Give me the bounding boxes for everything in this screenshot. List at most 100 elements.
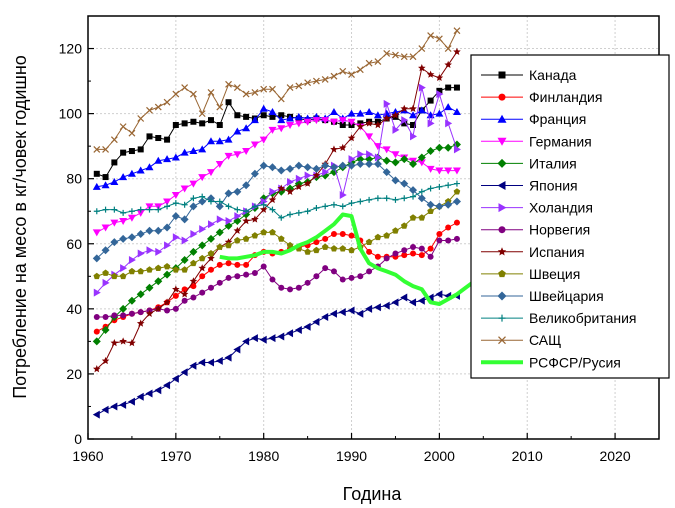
data-point (224, 135, 233, 143)
data-point (356, 309, 364, 318)
data-point (111, 312, 118, 319)
data-point (101, 405, 109, 414)
data-point (259, 335, 267, 344)
data-point (199, 273, 206, 280)
data-point (93, 145, 101, 153)
data-point (92, 254, 101, 263)
data-point (101, 181, 110, 189)
data-point (383, 255, 390, 262)
data-point (427, 97, 434, 104)
data-point (189, 90, 197, 98)
data-point (224, 152, 233, 160)
data-point (304, 279, 311, 286)
data-point (93, 313, 100, 320)
data-point (189, 202, 198, 211)
data-point (444, 200, 453, 209)
data-point (330, 268, 337, 275)
data-point (409, 104, 417, 112)
x-tick-label: 2020 (599, 448, 630, 464)
data-point (163, 381, 171, 390)
data-point (190, 294, 197, 301)
data-point (198, 254, 206, 262)
data-point (356, 160, 365, 169)
data-point (154, 264, 162, 272)
y-tick-label: 20 (66, 366, 82, 382)
data-point (207, 117, 214, 124)
data-point (348, 155, 356, 164)
series-1 (93, 219, 460, 335)
data-point (382, 168, 391, 177)
data-point (426, 70, 435, 78)
data-point (410, 132, 418, 141)
data-point (277, 125, 286, 133)
data-point (444, 167, 453, 175)
data-point (163, 155, 172, 163)
data-point (259, 136, 268, 144)
legend-label: Италия (529, 155, 577, 171)
legend-marker (497, 291, 507, 301)
data-point (207, 89, 215, 96)
legend-marker (497, 247, 507, 256)
data-point (410, 244, 417, 251)
data-point (260, 197, 268, 206)
data-point (277, 116, 286, 124)
data-point (190, 195, 197, 202)
data-point (251, 89, 259, 96)
data-point (391, 151, 400, 159)
legend-label: РСФСР/Русия (529, 354, 621, 370)
data-point (155, 247, 163, 256)
legend-item: Франция (481, 111, 586, 127)
data-point (137, 206, 144, 213)
data-point (278, 284, 285, 291)
data-point (347, 118, 356, 126)
data-point (154, 226, 163, 235)
y-tick-label: 40 (66, 301, 82, 317)
data-point (215, 228, 224, 237)
data-point (111, 272, 118, 280)
data-point (453, 47, 461, 56)
data-point (269, 276, 276, 283)
data-point (234, 261, 241, 268)
data-point (453, 84, 460, 91)
data-point (347, 161, 356, 170)
x-tick-label: 2000 (424, 448, 455, 464)
data-point (286, 187, 294, 195)
data-point (137, 146, 144, 153)
data-point (400, 293, 408, 302)
data-point (93, 170, 100, 177)
data-point (93, 328, 100, 335)
data-point (233, 226, 242, 234)
data-point (128, 208, 135, 215)
axis-ticks: 1960 1970 1980 1990 2000 2010 2020 0 20 40 60 80 100… (59, 41, 631, 464)
data-point (418, 214, 426, 221)
y-tick-label: 80 (66, 171, 82, 187)
data-point (400, 104, 409, 112)
data-point (401, 116, 409, 125)
legend-item: Швейцария (481, 288, 604, 304)
data-point (382, 156, 391, 165)
data-point (198, 110, 206, 118)
data-point (445, 84, 452, 91)
data-point (435, 167, 444, 175)
data-point (189, 147, 198, 155)
data-point (338, 161, 347, 170)
data-point (207, 254, 215, 262)
data-point (365, 119, 373, 127)
data-point (452, 107, 461, 115)
data-point (198, 145, 207, 153)
data-point (330, 145, 338, 153)
data-point (357, 150, 365, 159)
data-point (436, 237, 443, 244)
data-point (373, 111, 382, 119)
data-point (435, 73, 444, 82)
data-point (391, 176, 400, 185)
data-point (199, 225, 207, 234)
data-point (146, 106, 153, 114)
data-point (199, 193, 206, 200)
data-point (216, 122, 223, 129)
data-point (427, 253, 434, 260)
data-point (338, 308, 346, 317)
data-point (137, 309, 144, 316)
data-point (366, 150, 374, 159)
legend-marker (497, 137, 507, 146)
